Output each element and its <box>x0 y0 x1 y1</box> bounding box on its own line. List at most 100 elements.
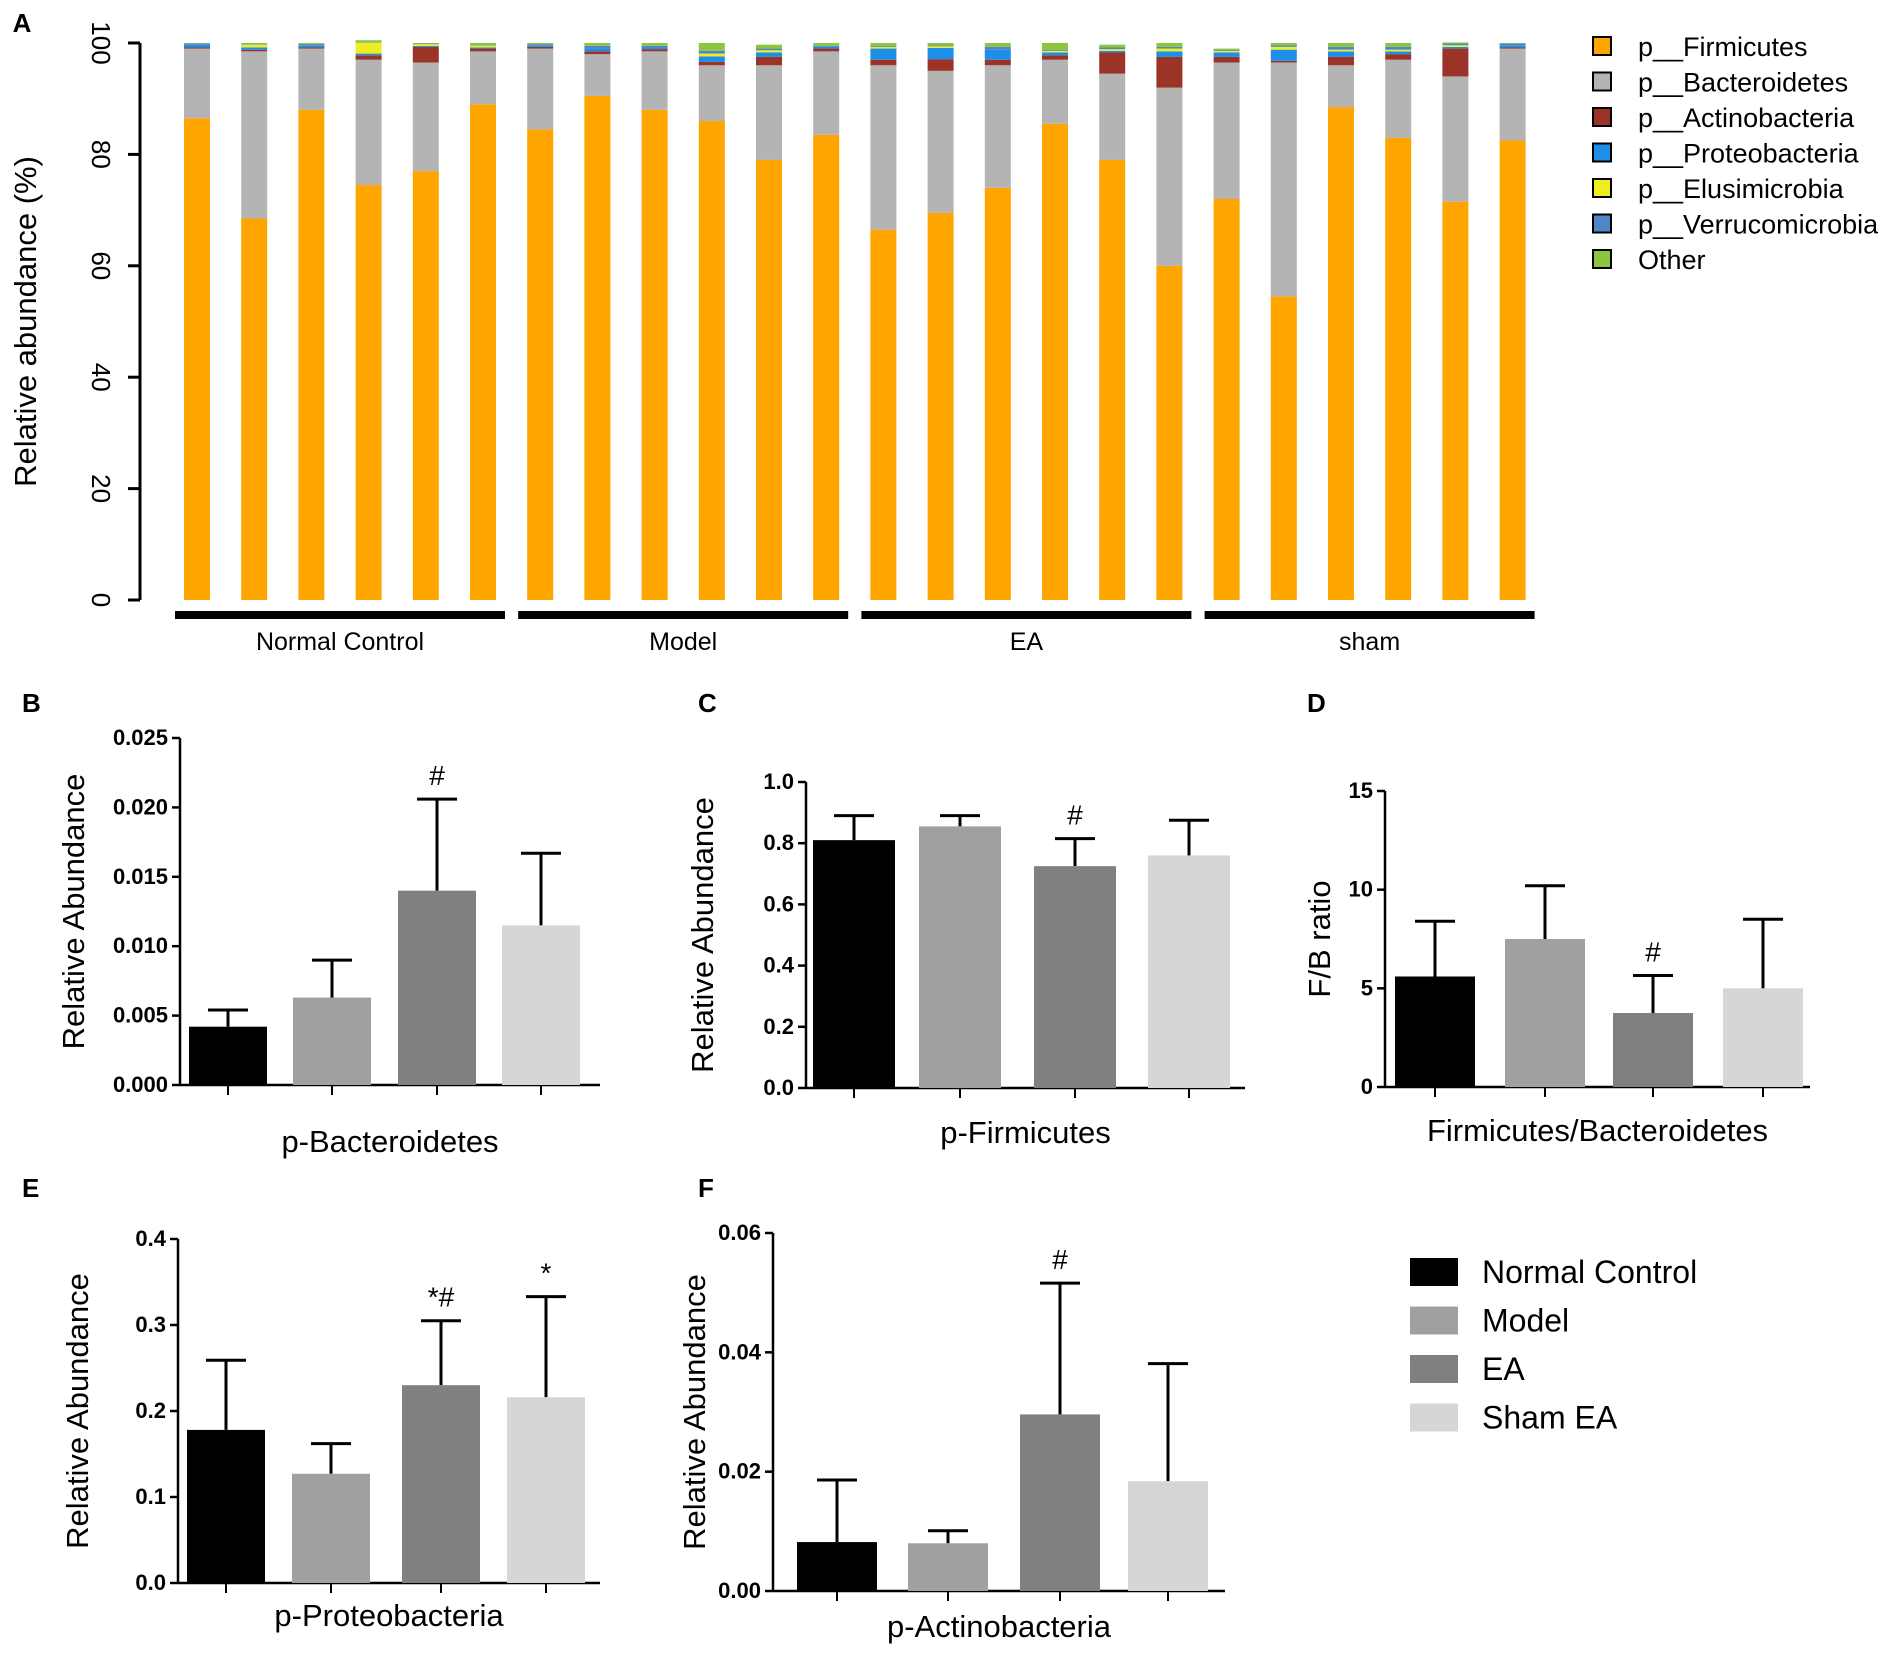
significance-mark: *# <box>428 1282 455 1313</box>
bar-segment <box>756 159 782 600</box>
bar-segment <box>984 43 1011 47</box>
bar-segment <box>927 212 954 600</box>
bar-segment <box>1442 76 1469 202</box>
bar-segment <box>1385 51 1412 55</box>
bar-segment <box>1499 47 1526 49</box>
bar-segment <box>470 48 496 52</box>
tick-label: 20 <box>86 474 116 503</box>
bar-segment <box>1213 52 1240 57</box>
legend-label: p__Verrucomicrobia <box>1638 210 1879 240</box>
bar-segment <box>470 104 496 601</box>
group-bar <box>518 611 849 619</box>
bar-segment <box>412 43 439 45</box>
bar <box>908 1543 988 1591</box>
bar-segment <box>1042 52 1068 56</box>
panel-d: D 0 5 10 15 # F/B ratio Firmicutes/Bacteroidete… <box>1302 688 1810 1148</box>
bar-segment <box>470 45 496 46</box>
bar <box>187 1429 265 1583</box>
bar-segment <box>1156 46 1183 49</box>
bar-segment <box>1385 54 1412 60</box>
bar-segment <box>1385 49 1412 52</box>
legend-swatch <box>1592 213 1612 234</box>
bar-segment <box>984 187 1011 600</box>
bar-segment <box>412 43 439 44</box>
bar-segment <box>1213 62 1240 199</box>
bar-segment <box>355 185 382 600</box>
bar-segment <box>1499 45 1526 48</box>
bar-segment <box>698 61 725 66</box>
bar-segment <box>355 55 382 60</box>
bar-segment <box>870 65 897 230</box>
bar-segment <box>1156 87 1183 266</box>
bar-segment <box>756 50 782 53</box>
bar-segment <box>1270 60 1297 63</box>
legend-swatch <box>1592 107 1612 127</box>
bar-segment <box>470 51 496 105</box>
bar <box>797 1542 877 1591</box>
bar-segment <box>1099 47 1126 50</box>
bar-segment <box>984 59 1011 66</box>
bar-segment <box>241 218 268 600</box>
legend-label: p__Proteobacteria <box>1638 139 1860 169</box>
tick-label: 0.025 <box>113 725 168 750</box>
legend-swatch <box>1410 1306 1458 1335</box>
panel-e: E 0.0 0.1 0.2 0.3 0.4 *# * Relative Abundance p-P… <box>22 1173 600 1633</box>
bar-segment <box>1328 51 1354 57</box>
bar-segment <box>1099 49 1126 51</box>
significance-mark: * <box>541 1258 552 1289</box>
x-axis-label: p-Proteobacteria <box>274 1598 504 1633</box>
tick-label: 0.8 <box>763 830 794 855</box>
tick-label: 0.6 <box>763 891 794 916</box>
significance-mark: # <box>1645 937 1661 968</box>
bar-segment <box>1156 48 1183 52</box>
panel-c: C 0.0 0.2 0.4 0.6 0.8 1.0 # Relative Abundance p-… <box>685 688 1245 1150</box>
bar-segment <box>984 46 1011 50</box>
tick-label: 0.010 <box>113 933 168 958</box>
bar-segment <box>355 42 382 54</box>
bar <box>402 1385 480 1583</box>
bar-segment <box>241 51 268 219</box>
group-legend: Normal Control Model EA Sham EA <box>1410 1254 1697 1436</box>
bar <box>1020 1414 1100 1591</box>
bar-segment <box>184 118 210 600</box>
bar <box>1505 939 1585 1087</box>
bar-segment <box>412 46 439 63</box>
bar-segment <box>241 49 268 52</box>
bar-segment <box>1499 43 1526 44</box>
bar-segment <box>1328 65 1354 108</box>
bar-segment <box>298 48 325 110</box>
bar-segment <box>355 41 382 43</box>
bar-segment <box>1442 42 1469 44</box>
bar-segment <box>584 45 611 49</box>
group-label: EA <box>1010 628 1044 656</box>
bar-segment <box>1156 51 1183 57</box>
bar-segment <box>298 44 325 46</box>
tick-label: 0.04 <box>718 1339 762 1364</box>
bar-segment <box>870 59 897 66</box>
bar-segment <box>584 51 611 55</box>
group-label: Model <box>649 628 717 656</box>
panel-label: B <box>22 688 41 718</box>
tick-label: 80 <box>86 140 116 169</box>
bar-segment <box>641 47 668 50</box>
bar-segment <box>184 44 210 48</box>
group-label: sham <box>1339 628 1400 656</box>
bar-segment <box>870 45 897 47</box>
bar-segment <box>641 109 668 600</box>
bar <box>1613 1013 1693 1087</box>
bar <box>1148 855 1230 1088</box>
bar-segment <box>1385 43 1412 47</box>
bar-segment <box>1499 48 1526 141</box>
bar-segment <box>984 65 1011 188</box>
tick-label: 40 <box>86 363 116 392</box>
bar-segment <box>756 44 782 49</box>
x-axis-label: p-Firmicutes <box>940 1115 1111 1150</box>
bar-segment <box>584 54 611 96</box>
tick-label: 0.00 <box>718 1578 761 1603</box>
legend-label: Model <box>1482 1303 1569 1339</box>
bar-segment <box>355 40 382 42</box>
bar-segment <box>1270 62 1297 297</box>
significance-mark: # <box>1052 1244 1068 1275</box>
bar-segment <box>184 48 210 119</box>
bar-segment <box>527 43 554 45</box>
